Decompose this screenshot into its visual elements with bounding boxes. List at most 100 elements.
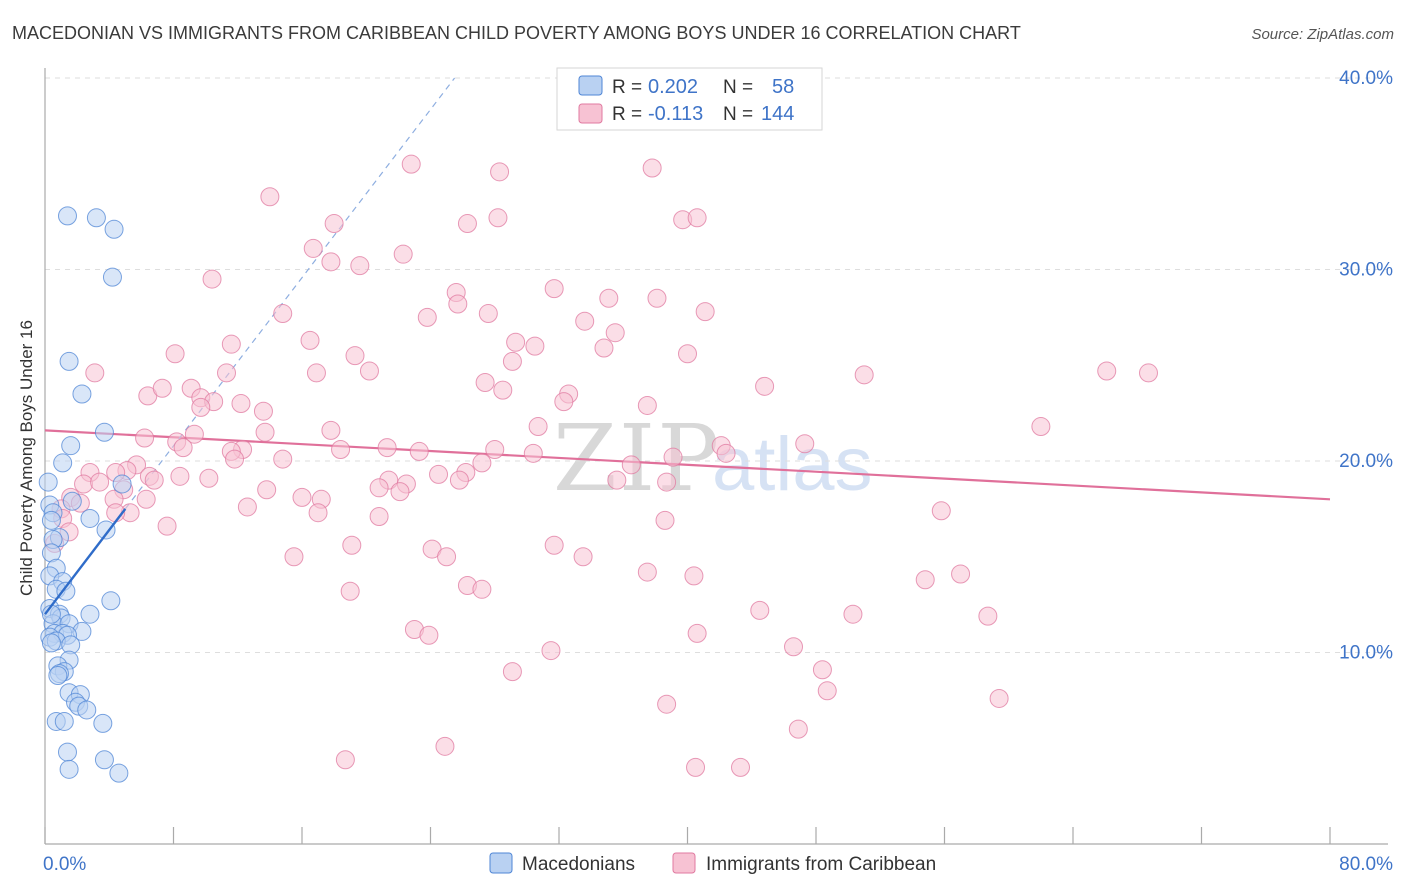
data-point bbox=[716, 443, 736, 463]
data-point bbox=[184, 424, 204, 444]
data-point bbox=[1097, 361, 1117, 381]
data-point bbox=[528, 417, 548, 437]
data-point bbox=[109, 763, 129, 783]
data-point bbox=[989, 688, 1009, 708]
data-point bbox=[57, 206, 77, 226]
data-point bbox=[41, 510, 61, 530]
data-point bbox=[621, 455, 641, 475]
data-point bbox=[350, 256, 370, 276]
data-point bbox=[255, 422, 275, 442]
data-point bbox=[573, 547, 593, 567]
data-point bbox=[231, 394, 251, 414]
data-point bbox=[308, 503, 328, 523]
data-point bbox=[647, 288, 667, 308]
data-point bbox=[419, 625, 439, 645]
data-point bbox=[1031, 417, 1051, 437]
data-point bbox=[221, 334, 241, 354]
legend-label-macedonians: Macedonians bbox=[522, 854, 635, 875]
data-point bbox=[417, 307, 437, 327]
data-point bbox=[393, 244, 413, 264]
stats-n-value-1: 144 bbox=[761, 103, 794, 125]
data-point bbox=[655, 510, 675, 530]
data-point bbox=[101, 591, 121, 611]
data-point bbox=[575, 311, 595, 331]
data-point bbox=[755, 376, 775, 396]
x-tick-label: 0.0% bbox=[43, 854, 86, 875]
data-point bbox=[94, 750, 114, 770]
series-legend: Macedonians Immigrants from Caribbean bbox=[489, 852, 936, 875]
data-point bbox=[273, 449, 293, 469]
data-point bbox=[191, 397, 211, 417]
data-point bbox=[80, 604, 100, 624]
stats-r-label-0: R = bbox=[612, 77, 642, 98]
stats-r-value-1: -0.113 bbox=[648, 103, 703, 125]
data-point bbox=[478, 304, 498, 324]
stats-legend: R = 0.202 N = 58 R = -0.113 N = 144 bbox=[556, 67, 823, 131]
data-point bbox=[493, 380, 513, 400]
gridlines bbox=[45, 77, 1388, 653]
tick-labels: 10.0% 20.0% 30.0% 40.0% 0.0% 80.0% bbox=[43, 68, 1393, 875]
data-point bbox=[1138, 363, 1158, 383]
data-point bbox=[594, 338, 614, 358]
data-point bbox=[448, 294, 468, 314]
data-point bbox=[457, 214, 477, 234]
data-point bbox=[843, 604, 863, 624]
data-point bbox=[86, 208, 106, 228]
data-point bbox=[686, 757, 706, 777]
data-point bbox=[502, 351, 522, 371]
data-point bbox=[93, 713, 113, 733]
data-point bbox=[345, 346, 365, 366]
data-point bbox=[306, 363, 326, 383]
chart-title: MACEDONIAN VS IMMIGRANTS FROM CARIBBEAN … bbox=[12, 23, 1021, 43]
stats-swatch-macedonians bbox=[578, 75, 603, 96]
data-point bbox=[199, 468, 219, 488]
data-point bbox=[637, 395, 657, 415]
data-point bbox=[409, 441, 429, 461]
data-point bbox=[978, 606, 998, 626]
data-point bbox=[53, 453, 73, 473]
data-point bbox=[170, 466, 190, 486]
data-point bbox=[642, 158, 662, 178]
data-point bbox=[750, 600, 770, 620]
data-point bbox=[202, 269, 222, 289]
stats-r-value-0: 0.202 bbox=[648, 76, 698, 98]
data-point bbox=[657, 694, 677, 714]
data-point bbox=[472, 453, 492, 473]
data-point bbox=[72, 384, 92, 404]
data-point bbox=[59, 759, 79, 779]
series-points-caribbean bbox=[45, 154, 1158, 777]
data-point bbox=[165, 344, 185, 364]
legend-swatch-caribbean bbox=[672, 852, 696, 874]
data-point bbox=[931, 501, 951, 521]
data-point bbox=[695, 302, 715, 322]
data-point bbox=[554, 392, 574, 412]
data-point bbox=[225, 449, 245, 469]
data-point bbox=[607, 470, 627, 490]
data-point bbox=[637, 562, 657, 582]
data-point bbox=[663, 447, 683, 467]
data-point bbox=[102, 267, 122, 287]
data-point bbox=[321, 420, 341, 440]
data-point bbox=[915, 570, 935, 590]
data-point bbox=[157, 516, 177, 536]
data-point bbox=[85, 363, 105, 383]
data-point bbox=[217, 363, 237, 383]
trend-line-caribbean bbox=[44, 429, 1331, 501]
data-point bbox=[284, 547, 304, 567]
stats-swatch-caribbean bbox=[578, 103, 603, 124]
data-point bbox=[788, 719, 808, 739]
data-point bbox=[472, 579, 492, 599]
data-point bbox=[369, 507, 389, 527]
data-point bbox=[684, 566, 704, 586]
data-point bbox=[273, 304, 293, 324]
data-point bbox=[331, 440, 351, 460]
data-point bbox=[429, 464, 449, 484]
data-point bbox=[599, 288, 619, 308]
data-point bbox=[77, 700, 97, 720]
data-point bbox=[303, 238, 323, 258]
stats-n-label-1: N = bbox=[723, 104, 753, 125]
data-point bbox=[135, 428, 155, 448]
data-point bbox=[96, 520, 116, 540]
trend-line-macedonians bbox=[44, 508, 127, 615]
y-tick-label: 30.0% bbox=[1339, 260, 1393, 281]
